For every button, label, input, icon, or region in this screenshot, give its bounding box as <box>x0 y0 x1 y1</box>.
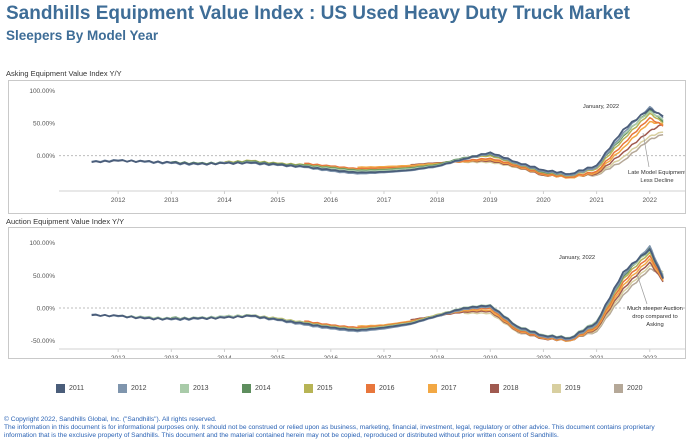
y-tick-label: 0.00% <box>37 306 56 313</box>
legend-item-2011: 2011 <box>56 380 85 394</box>
annotation-leader <box>636 273 648 305</box>
x-tick-label: 2014 <box>217 197 232 204</box>
series-line-2011 <box>91 107 664 175</box>
x-tick-label: 2016 <box>324 355 339 358</box>
x-tick-label: 2013 <box>164 197 179 204</box>
legend-label: 2014 <box>255 385 271 393</box>
series-line-2011 <box>91 248 664 340</box>
asking-chart-panel: 100.00% 50.00% 0.00% 2012 2013 2014 2015 2016 20… <box>8 80 686 214</box>
asking-chart: 100.00% 50.00% 0.00% 2012 2013 2014 2015 2016 20… <box>29 88 686 204</box>
legend-label: 2012 <box>131 385 147 393</box>
legend-item-2013: 2013 <box>180 380 209 394</box>
legend-label: 2013 <box>193 385 209 393</box>
x-tick-label: 2016 <box>324 197 339 204</box>
annotation-label: drop compared to <box>632 314 677 320</box>
x-tick-label: 2022 <box>643 197 658 204</box>
y-tick-label: 100.00% <box>29 240 55 247</box>
x-tick-label: 2017 <box>377 355 392 358</box>
legend-swatch <box>366 384 375 394</box>
legend-label: 2011 <box>69 385 85 393</box>
annotation-label: Less Decline <box>640 178 673 184</box>
x-tick-label: 2021 <box>589 197 604 204</box>
legend-item-2016: 2016 <box>366 380 395 394</box>
legend-item-2015: 2015 <box>304 380 333 394</box>
disclaimer-line-2: information that is the exclusive proper… <box>4 432 559 439</box>
y-tick-label: 50.00% <box>33 273 55 280</box>
annotation-label: Asking <box>646 322 663 328</box>
series-line-2016 <box>304 254 664 342</box>
x-tick-label: 2013 <box>164 355 179 358</box>
x-tick-label: 2014 <box>217 355 232 358</box>
series-line-2019 <box>463 264 664 342</box>
legend-item-2014: 2014 <box>242 380 271 394</box>
legend-label: 2020 <box>627 385 643 393</box>
x-tick-label: 2012 <box>111 355 126 358</box>
series-line-2013 <box>118 110 664 176</box>
legend-swatch <box>490 384 499 394</box>
legend-label: 2018 <box>503 385 519 393</box>
x-tick-label: 2021 <box>589 355 604 358</box>
x-tick-label: 2012 <box>111 197 126 204</box>
legend-swatch <box>242 384 251 394</box>
legend-item-2012: 2012 <box>118 380 147 394</box>
y-tick-label: 100.00% <box>29 88 55 95</box>
y-tick-label: 0.00% <box>37 153 56 160</box>
page-title: Sandhills Equipment Value Index : US Use… <box>6 3 631 24</box>
auction-chart-panel: 100.00% 50.00% 0.00% -50.00% 2012 2013 2014 201… <box>8 227 686 362</box>
copyright-notice: © Copyright 2022, Sandhills Global, Inc.… <box>4 416 217 423</box>
annotation-label: Much steeper Auction <box>627 306 683 312</box>
asking-chart-title: Asking Equipment Value Index Y/Y <box>6 69 122 78</box>
auction-chart-title: Auction Equipment Value Index Y/Y <box>6 217 125 226</box>
legend-label: 2015 <box>317 385 333 393</box>
series-line-2012 <box>91 105 664 177</box>
x-tick-label: 2015 <box>270 197 285 204</box>
annotation-label: January, 2022 <box>583 104 619 110</box>
legend-item-2019: 2019 <box>552 380 581 394</box>
legend-item-2018: 2018 <box>490 380 519 394</box>
x-tick-label: 2018 <box>430 197 445 204</box>
legend-label: 2016 <box>379 385 395 393</box>
x-tick-label: 2017 <box>377 197 392 204</box>
y-tick-label: 50.00% <box>33 120 55 127</box>
x-tick-label: 2019 <box>483 197 498 204</box>
y-tick-label: -50.00% <box>31 338 55 345</box>
x-tick-label: 2015 <box>270 355 285 358</box>
annotation-label: Late Model Equipment <box>628 170 685 176</box>
x-tick-label: 2018 <box>430 355 445 358</box>
legend-swatch <box>56 384 65 394</box>
legend-swatch <box>304 384 313 394</box>
legend-item-2017: 2017 <box>428 380 457 394</box>
legend-label: 2019 <box>565 385 581 393</box>
annotation-leader <box>642 132 650 168</box>
x-tick-label: 2019 <box>483 355 498 358</box>
x-tick-label: 2020 <box>536 197 551 204</box>
legend-swatch <box>552 384 561 394</box>
x-tick-label: 2020 <box>536 355 551 358</box>
disclaimer-line-1: The information in this document is for … <box>4 424 655 431</box>
legend-swatch <box>180 384 189 394</box>
legend-item-2020: 2020 <box>614 380 643 394</box>
series-line-2016 <box>304 116 664 179</box>
legend-swatch <box>118 384 127 394</box>
auction-chart: 100.00% 50.00% 0.00% -50.00% 2012 2013 2014 201… <box>29 240 685 362</box>
page-subtitle: Sleepers By Model Year <box>6 28 159 43</box>
annotation-label: January, 2022 <box>559 255 595 261</box>
x-tick-label: 2022 <box>643 355 658 358</box>
legend-swatch <box>614 384 623 394</box>
legend-label: 2017 <box>441 385 457 393</box>
legend-swatch <box>428 384 437 394</box>
